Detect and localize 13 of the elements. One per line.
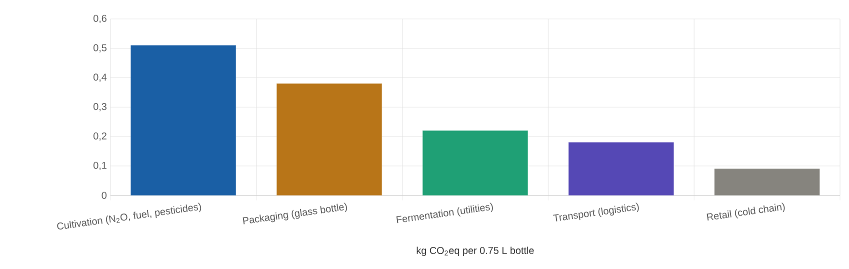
y-tick-label: 0,6 (94, 14, 106, 23)
y-tick-label: 0,2 (94, 132, 106, 141)
x-tick-label: Packaging (glass bottle) (242, 202, 347, 224)
x-tick-label: Transport (logistics) (553, 202, 639, 222)
x-axis-title: kg CO$_{2}$eq per 0.75 L bottle (416, 246, 534, 256)
y-tick-label: 0,5 (94, 44, 106, 52)
y-tick-label: 0,1 (94, 162, 106, 170)
x-tick-label: Retail (cold chain) (706, 202, 785, 220)
y-tick-label: 0,4 (94, 74, 107, 82)
x-tick-label: Fermentation (utilities) (396, 202, 493, 224)
y-tick-label: 0,3 (94, 103, 106, 112)
y-tick-label: 0 (102, 192, 107, 199)
x-tick-label: Cultivation (N$_{2}$O, fuel, pesticides) (57, 202, 202, 230)
